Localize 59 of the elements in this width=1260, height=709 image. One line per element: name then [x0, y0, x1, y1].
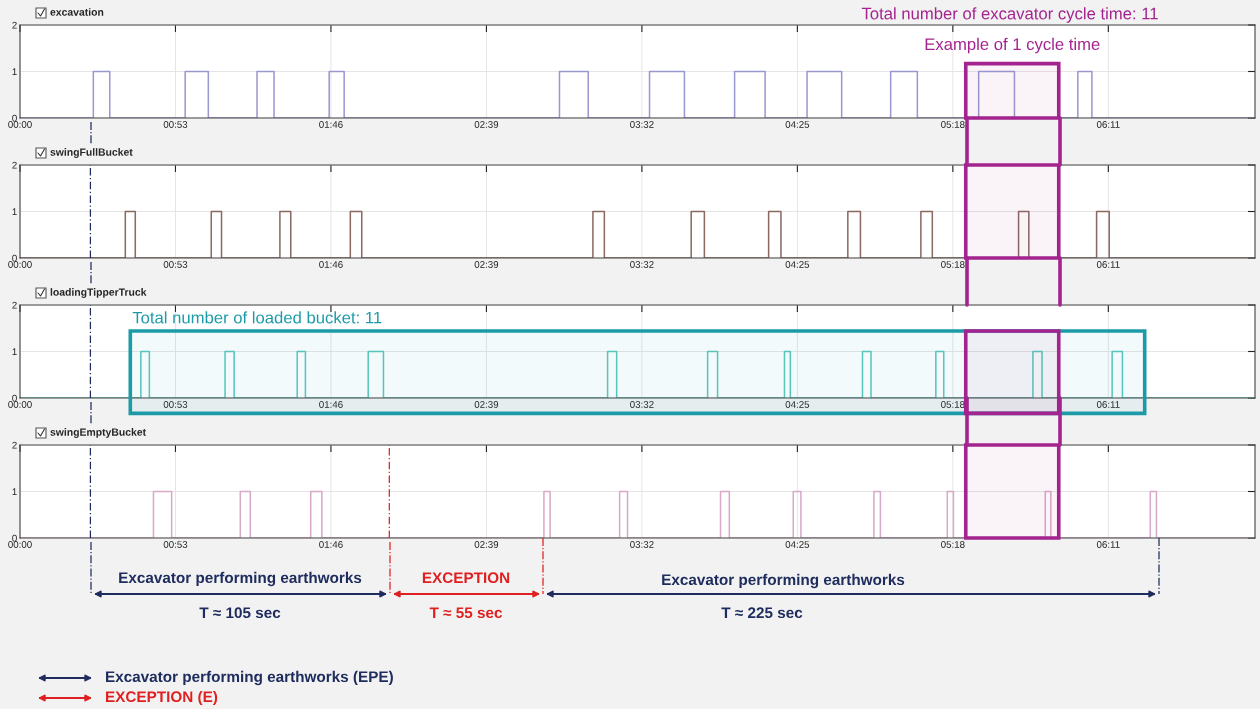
x-tick-label: 04:25	[785, 121, 810, 128]
text: Total number of excavator cycle time: 11	[861, 7, 1158, 23]
x-tick-label: 06:11	[1096, 261, 1120, 268]
text: Excavator performing earthworks	[662, 573, 905, 589]
x-tick-label: 02:39	[474, 261, 499, 268]
y-tick-label: 2	[12, 21, 17, 29]
x-tick-label: 06:11	[1096, 121, 1120, 128]
x-tick-label: 03:32	[630, 121, 654, 128]
y-tick-label: 1	[12, 488, 17, 496]
x-tick-label: 00:00	[8, 261, 32, 268]
y-tick-label: 0	[12, 114, 17, 122]
y-tick-label: 0	[12, 394, 17, 402]
y-tick-label: 0	[12, 534, 17, 542]
x-tick-label: 03:32	[630, 261, 654, 268]
text: T ≈ 225 sec	[721, 607, 803, 619]
y-tick-label: 1	[12, 208, 17, 216]
x-tick-label: 03:32	[630, 541, 654, 548]
x-tick-label: 00:00	[8, 401, 32, 408]
x-tick-label: 01:46	[319, 401, 343, 408]
y-tick-label: 1	[12, 348, 17, 356]
x-tick-label: 05:18	[941, 401, 965, 408]
x-tick-label: 06:11	[1096, 541, 1120, 548]
text: T ≈ 55 sec	[429, 607, 503, 619]
x-tick-label: 03:32	[630, 401, 654, 408]
text: T ≈ 105 sec	[199, 607, 281, 619]
x-tick-label: 00:53	[163, 121, 188, 128]
chart-title: loadingTipperTruck	[50, 288, 147, 298]
text: EXCEPTION (E)	[106, 690, 218, 706]
x-tick-label: 04:25	[785, 261, 810, 268]
y-tick-label: 2	[12, 161, 17, 169]
x-tick-label: 00:53	[163, 401, 188, 408]
band-label: Example of 1 cycle time	[925, 37, 1100, 54]
x-tick-label: 04:25	[785, 541, 810, 548]
y-tick-label: 0	[12, 254, 17, 262]
text: EXCEPTION	[422, 572, 510, 584]
x-tick-label: 05:18	[941, 541, 965, 548]
x-tick-label: 00:00	[8, 541, 32, 548]
x-tick-label: 00:53	[163, 541, 188, 548]
x-tick-label: 01:46	[319, 261, 343, 268]
text: Excavator performing earthworks (EPE)	[106, 670, 393, 686]
band-label: Total number of loaded bucket: 11	[132, 311, 382, 324]
x-tick-label: 01:46	[319, 121, 343, 128]
y-tick-label: 1	[12, 68, 17, 76]
x-tick-label: 02:39	[474, 121, 499, 128]
x-tick-label: 02:39	[474, 401, 499, 408]
chart-title: swingFullBucket	[50, 148, 133, 158]
x-tick-label: 01:46	[319, 541, 343, 548]
text: Excavator performing earthworks	[119, 571, 362, 587]
y-tick-label: 2	[12, 301, 17, 309]
x-tick-label: 00:00	[8, 121, 32, 128]
chart-title: swingEmptyBucket	[50, 428, 146, 438]
y-tick-label: 2	[12, 441, 17, 449]
x-tick-label: 05:18	[941, 121, 965, 128]
x-tick-label: 04:25	[785, 401, 810, 408]
x-tick-label: 00:53	[163, 261, 188, 268]
x-tick-label: 06:11	[1096, 401, 1120, 408]
x-tick-label: 05:18	[941, 261, 965, 268]
x-tick-label: 02:39	[474, 541, 499, 548]
chart-title: excavation	[50, 8, 104, 16]
